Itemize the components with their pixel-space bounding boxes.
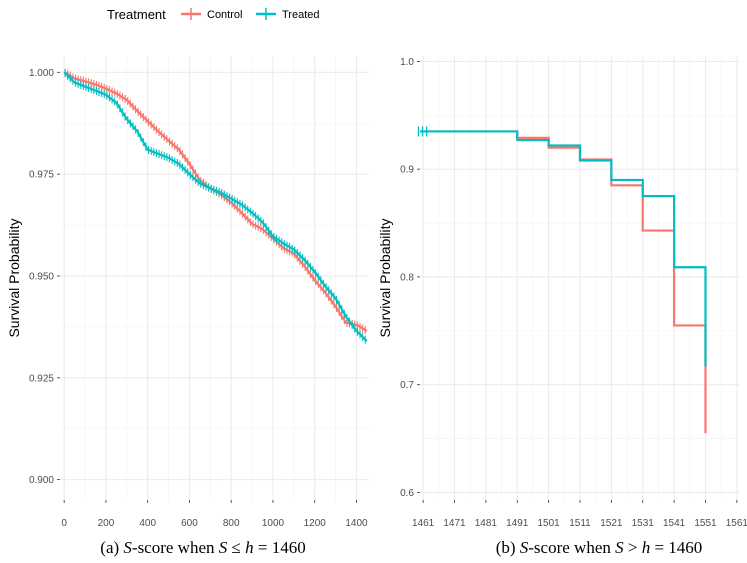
x-tick-label: 1511 <box>569 518 591 529</box>
legend-item-control: Control <box>181 8 242 21</box>
y-tick-label: 0.950 <box>29 271 54 282</box>
panel-a-x-ticks: 0 200 400 600 800 1000 1200 1400 <box>61 500 368 529</box>
panel-b-x-ticks: 1461 1471 1481 1491 1501 1511 1521 1531 1541 1551… <box>412 500 747 529</box>
x-tick-label: 600 <box>181 518 198 529</box>
series-line-treated <box>420 130 707 367</box>
y-tick-label: 1.000 <box>29 68 54 79</box>
legend-item-treated: Treated <box>256 8 320 21</box>
panel-a-y-ticks: 0.900 0.925 0.950 0.975 1.000 <box>29 68 60 486</box>
x-tick-label: 1461 <box>412 518 435 529</box>
y-tick-label: 0.7 <box>400 380 414 391</box>
legend-title: Treatment <box>107 7 166 22</box>
panel-b-y-axis-label: Survival Probability <box>377 218 393 337</box>
x-tick-label: 1200 <box>304 518 327 529</box>
y-tick-label: 0.8 <box>400 272 414 283</box>
panel-b-grid <box>420 56 740 500</box>
x-tick-label: 800 <box>223 518 240 529</box>
x-tick-label: 0 <box>61 518 67 529</box>
x-tick-label: 200 <box>98 518 115 529</box>
legend-label-control: Control <box>207 9 242 21</box>
caption-a: (a) S-score when S ≤ h = 1460 <box>100 538 305 557</box>
y-tick-label: 1.0 <box>400 57 414 68</box>
x-tick-label: 1471 <box>443 518 466 529</box>
panel-a: 0 200 400 600 800 1000 1200 1400 0.900 0.925 0.95… <box>6 56 369 529</box>
y-tick-label: 0.900 <box>29 475 54 486</box>
panel-a-series <box>63 68 368 344</box>
x-tick-label: 1491 <box>506 518 529 529</box>
x-tick-label: 400 <box>139 518 156 529</box>
x-tick-label: 1521 <box>600 518 623 529</box>
series-line-control <box>420 130 707 434</box>
x-tick-label: 1501 <box>538 518 561 529</box>
panel-a-y-axis-label: Survival Probability <box>6 218 22 337</box>
x-tick-label: 1561 <box>726 518 747 529</box>
x-tick-label: 1000 <box>262 518 285 529</box>
panel-b-y-ticks: 0.6 0.7 0.8 0.9 1.0 <box>400 57 420 499</box>
legend-label-treated: Treated <box>282 9 320 21</box>
x-tick-label: 1481 <box>475 518 498 529</box>
x-tick-label: 1400 <box>345 518 368 529</box>
y-tick-label: 0.6 <box>400 488 414 499</box>
x-tick-label: 1541 <box>663 518 686 529</box>
y-tick-label: 0.975 <box>29 170 54 181</box>
y-tick-label: 0.925 <box>29 373 54 384</box>
panel-b: 1461 1471 1481 1491 1501 1511 1521 1531 1541 1551… <box>377 56 747 529</box>
y-tick-label: 0.9 <box>400 165 414 176</box>
legend: Treatment Control Treated <box>107 7 320 22</box>
panel-a-grid <box>60 56 369 500</box>
series-line-treated <box>63 71 368 342</box>
caption-b: (b) S-score when S > h = 1460 <box>496 538 703 557</box>
x-tick-label: 1551 <box>694 518 717 529</box>
series-line-control <box>63 71 368 332</box>
x-tick-label: 1531 <box>632 518 655 529</box>
panel-b-series <box>417 126 707 434</box>
